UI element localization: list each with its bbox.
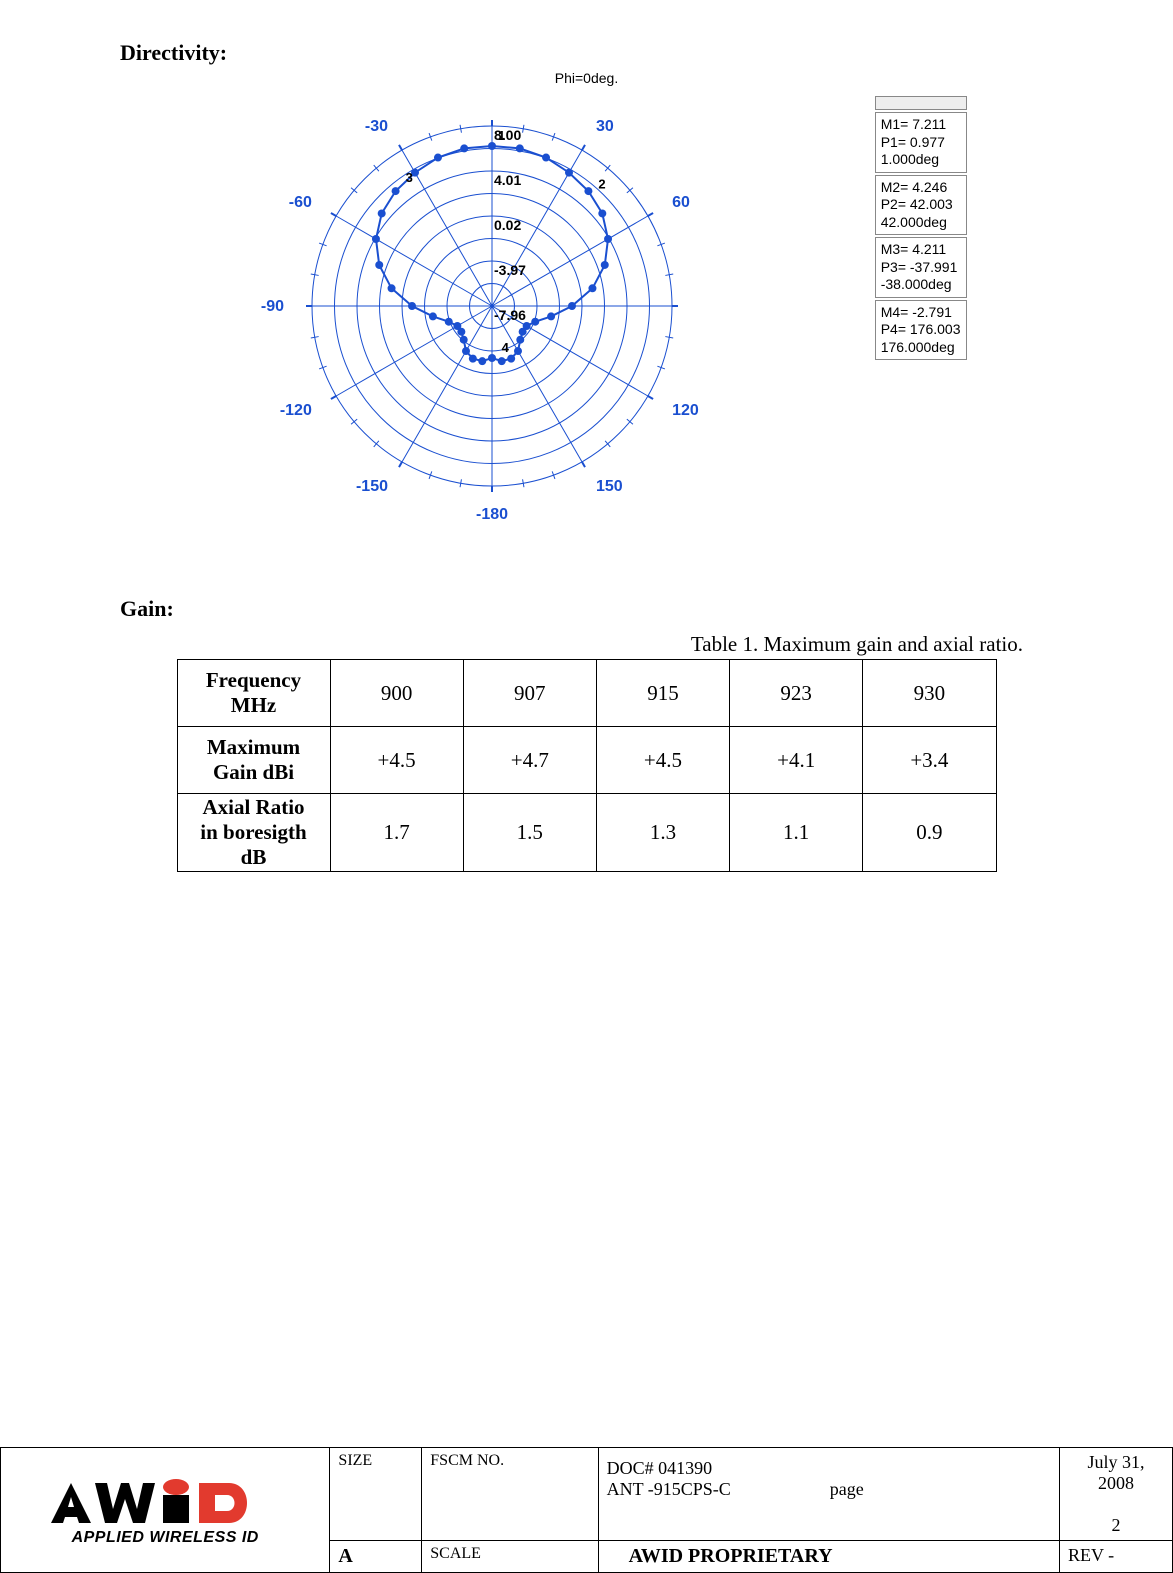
polar-chart-container: Phi=0deg. 3060120150-30-60-90-120-150-18… (237, 76, 937, 536)
date-page-cell: July 31, 2008 2 (1060, 1448, 1173, 1541)
document-page: Directivity: Phi=0deg. 3060120150-30-60-… (0, 0, 1173, 1573)
scale-label: SCALE (430, 1545, 481, 1562)
svg-text:150: 150 (596, 478, 623, 495)
table-cell: +4.7 (463, 727, 596, 794)
svg-text:0.02: 0.02 (494, 217, 521, 233)
table-cell: 0.9 (863, 794, 996, 872)
svg-text:120: 120 (672, 402, 699, 419)
gain-table-caption: Table 1. Maximum gain and axial ratio. (120, 632, 1023, 657)
logo-subtitle: APPLIED WIRELESS ID (9, 1529, 321, 1547)
svg-text:3: 3 (405, 170, 412, 185)
table-cell: 907 (463, 660, 596, 727)
svg-text:-60: -60 (288, 194, 311, 211)
gain-heading: Gain: (120, 596, 1053, 622)
svg-text:60: 60 (672, 194, 690, 211)
awid-logo (45, 1477, 285, 1531)
logo-cell: APPLIED WIRELESS ID (1, 1448, 330, 1573)
svg-text:30: 30 (596, 118, 614, 135)
rev-cell: REV - (1060, 1541, 1173, 1573)
rev-text: REV - (1068, 1545, 1114, 1565)
table-cell: +4.5 (330, 727, 463, 794)
table-cell: 1.3 (596, 794, 729, 872)
doc-cell: DOC# 041390 ANT -915CPS-C page (598, 1448, 1059, 1541)
svg-text:-90: -90 (260, 298, 283, 315)
polar-marker-legend: M1= 7.211P1= 0.9771.000degM2= 4.246P2= 4… (875, 96, 967, 362)
marker-legend-box: M3= 4.211P3= -37.991-38.000deg (875, 237, 967, 298)
fscm-cell: FSCM NO. (422, 1448, 598, 1541)
table-cell: 915 (596, 660, 729, 727)
page-number: 2 (1112, 1515, 1121, 1535)
table-cell: 1.1 (730, 794, 863, 872)
table-cell: +3.4 (863, 727, 996, 794)
table-cell: 1.7 (330, 794, 463, 872)
table-cell: 1.5 (463, 794, 596, 872)
proprietary-text: AWID PROPRIETARY (629, 1545, 833, 1567)
table-row: MaximumGain dBi +4.5 +4.7 +4.5 +4.1 +3.4 (177, 727, 996, 794)
table-cell: +4.5 (596, 727, 729, 794)
scale-cell: SCALE (422, 1541, 598, 1573)
svg-text:-180: -180 (475, 506, 507, 523)
table-cell: 930 (863, 660, 996, 727)
polar-chart-svg: 3060120150-30-60-90-120-150-1808.004.010… (237, 76, 767, 536)
svg-text:-30: -30 (364, 118, 387, 135)
marker-legend-box: M4= -2.791P4= 176.003176.000deg (875, 300, 967, 361)
table-cell: 923 (730, 660, 863, 727)
svg-text:-120: -120 (279, 402, 311, 419)
marker-legend-box: M1= 7.211P1= 0.9771.000deg (875, 112, 967, 173)
table-row: Axial Ratioin boresigthdB 1.7 1.5 1.3 1.… (177, 794, 996, 872)
size-cell: SIZE (330, 1448, 422, 1541)
size-label: SIZE (338, 1452, 372, 1469)
doc-date: July 31, 2008 (1087, 1452, 1144, 1493)
table-header: MaximumGain dBi (177, 727, 330, 794)
size-value-cell: A (330, 1541, 422, 1573)
table-cell: +4.1 (730, 727, 863, 794)
proprietary-cell: AWID PROPRIETARY (598, 1541, 1059, 1573)
size-value: A (338, 1545, 352, 1567)
gain-table: FrequencyMHz 900 907 915 923 930 Maximum… (177, 659, 997, 872)
svg-text:1: 1 (498, 128, 505, 143)
svg-text:4: 4 (501, 340, 509, 355)
svg-text:-7.96: -7.96 (494, 307, 526, 323)
svg-text:4.01: 4.01 (494, 172, 521, 188)
svg-text:-3.97: -3.97 (494, 262, 526, 278)
title-block: APPLIED WIRELESS ID SIZE FSCM NO. DOC# 0… (0, 1447, 1173, 1573)
table-header: FrequencyMHz (177, 660, 330, 727)
table-row: FrequencyMHz 900 907 915 923 930 (177, 660, 996, 727)
marker-legend-box: M2= 4.246P2= 42.00342.000deg (875, 175, 967, 236)
doc-number: DOC# 041390 (607, 1458, 713, 1478)
svg-text:-150: -150 (355, 478, 387, 495)
directivity-heading: Directivity: (120, 40, 1053, 66)
fscm-label: FSCM NO. (430, 1452, 504, 1469)
page-label: page (830, 1479, 864, 1499)
table-header: Axial Ratioin boresigthdB (177, 794, 330, 872)
svg-text:2: 2 (598, 177, 605, 192)
table-cell: 900 (330, 660, 463, 727)
doc-part: ANT -915CPS-C (607, 1479, 731, 1499)
